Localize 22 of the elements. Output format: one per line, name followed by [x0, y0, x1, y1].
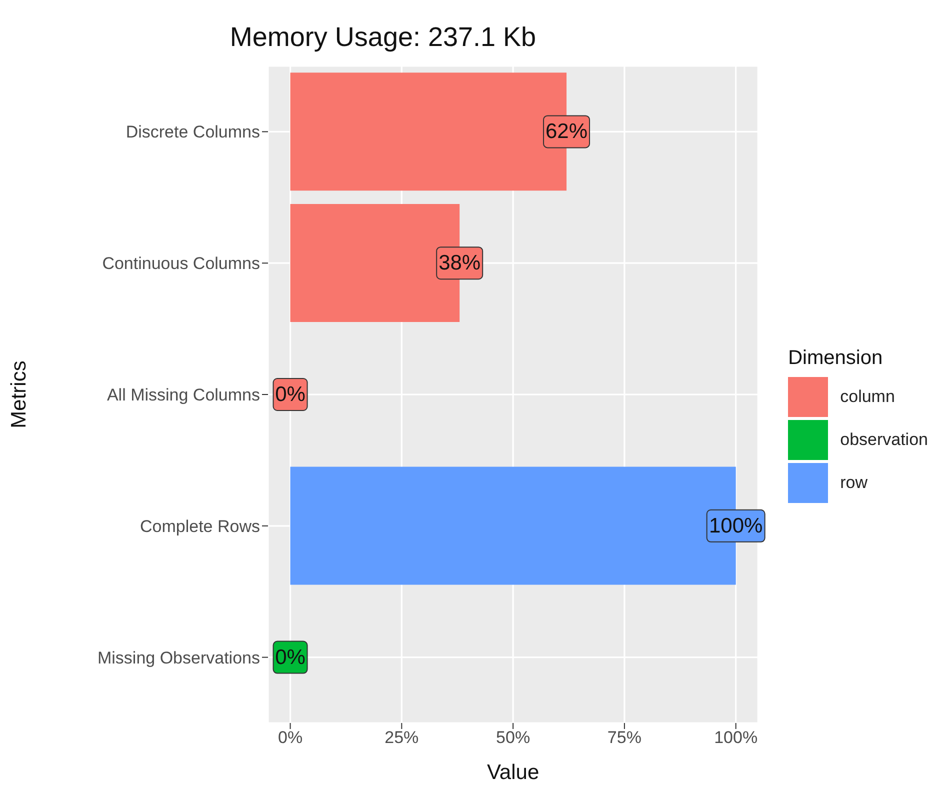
x-tick-label: 50%	[496, 728, 530, 748]
data-label: 0%	[275, 383, 306, 406]
x-tick-label: 25%	[384, 728, 419, 748]
x-tick-label: 100%	[714, 728, 758, 748]
data-label: 0%	[275, 646, 306, 669]
legend-label: observation	[840, 430, 928, 450]
data-label: 100%	[708, 514, 763, 538]
y-axis-title: Metrics	[7, 360, 30, 428]
legend-title: Dimension	[788, 346, 884, 370]
x-tick-label: 75%	[607, 728, 642, 748]
y-tick-label: All Missing Columns	[106, 386, 260, 405]
data-label: 38%	[438, 252, 481, 275]
legend-label: row	[840, 473, 868, 493]
x-tick-label: 0%	[278, 728, 303, 748]
x-axis-title: Value	[486, 761, 540, 784]
y-tick-label: Missing Observations	[97, 648, 260, 668]
chart-title: Memory Usage: 237.1 Kb	[228, 21, 538, 54]
data-label: 62%	[546, 120, 588, 144]
y-tick-label: Complete Rows	[140, 516, 260, 536]
y-tick-label: Discrete Columns	[126, 122, 260, 142]
legend-label: column	[840, 387, 895, 407]
y-tick-label: Continuous Columns	[102, 254, 260, 274]
